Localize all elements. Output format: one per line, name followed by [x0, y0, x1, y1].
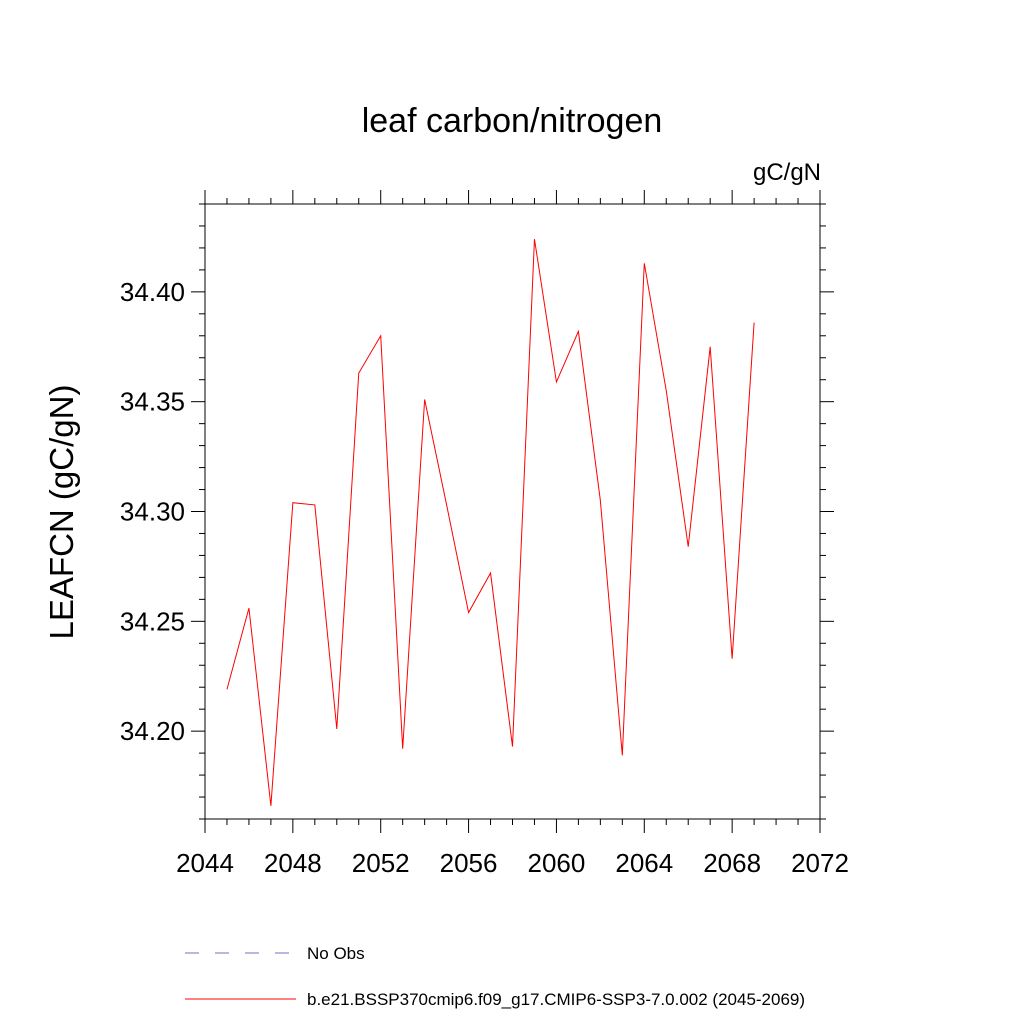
- x-tick-label: 2064: [615, 848, 673, 878]
- x-tick-label: 2044: [176, 848, 234, 878]
- x-tick-label: 2068: [703, 848, 761, 878]
- chart-title: leaf carbon/nitrogen: [362, 102, 663, 140]
- x-tick-label: 2052: [352, 848, 410, 878]
- y-tick-label: 34.35: [120, 387, 185, 417]
- x-tick-label: 2060: [528, 848, 586, 878]
- x-tick-label: 2072: [791, 848, 849, 878]
- legend: No Obs b.e21.BSSP370cmip6.f09_g17.CMIP6-S…: [185, 944, 805, 1009]
- series-layer: [226, 239, 755, 806]
- legend-label: No Obs: [307, 944, 365, 963]
- units-label: gC/gN: [753, 159, 821, 186]
- axis-ticks: 2044 2048 2052 2056 2060 2064 2068 2072 34.20 34.…: [120, 190, 849, 878]
- y-tick-label: 34.25: [120, 606, 185, 636]
- y-tick-label: 34.40: [120, 277, 185, 307]
- legend-label: b.e21.BSSP370cmip6.f09_g17.CMIP6-SSP3-7.…: [307, 990, 805, 1009]
- x-tick-label: 2056: [440, 848, 498, 878]
- y-axis-label: LEAFCN (gC/gN): [43, 385, 80, 640]
- y-tick-label: 34.30: [120, 497, 185, 527]
- series-line: [226, 239, 755, 806]
- plot-frame: [204, 203, 821, 820]
- x-tick-label: 2048: [264, 848, 322, 878]
- y-tick-label: 34.20: [120, 716, 185, 746]
